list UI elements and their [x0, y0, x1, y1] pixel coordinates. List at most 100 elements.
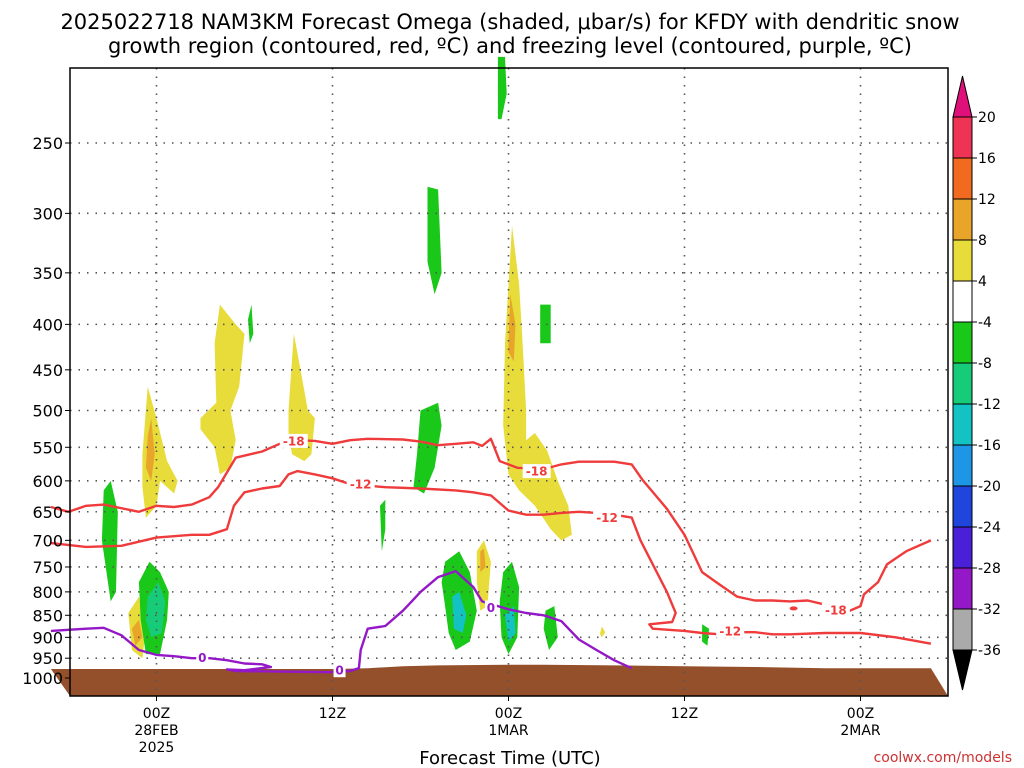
contour-lines [50, 437, 932, 674]
ground-terrain [50, 664, 948, 696]
colorbar: 20 16 12 8 4 -4 -8 -12 -16 -20 -24 -28 -32 -36 [952, 75, 1001, 691]
credit-link[interactable]: coolwx.com/models [874, 750, 1012, 766]
x-tick-date-40: 2MAR [840, 723, 881, 739]
colorbar-label-13: -36 [978, 643, 1001, 659]
x-tick-label-30: 12Z [671, 706, 698, 722]
colorbar-label-8: -16 [978, 438, 1001, 454]
colorbar-label-9: -20 [978, 479, 1001, 495]
colorbar-arrow-bottom [952, 649, 973, 691]
contour-label-2: -18 [526, 465, 548, 479]
x-axis-label: Forecast Time (UTC) [419, 748, 600, 768]
omega-region-19 [480, 548, 486, 573]
ground-layer [50, 664, 948, 696]
omega-region-15 [540, 304, 551, 344]
omega-region-8 [288, 333, 315, 462]
colorbar-bin-10 [952, 526, 973, 569]
colorbar-label-10: -24 [978, 520, 1001, 536]
x-tick-date-20: 1MAR [488, 723, 529, 739]
omega-region-9 [248, 304, 254, 344]
colorbar-label-5: -4 [978, 315, 992, 331]
omega-region-7 [200, 304, 245, 475]
omega-region-2 [131, 619, 143, 646]
colorbar-bin-12 [952, 608, 973, 651]
contour-label-bg-0 [279, 433, 308, 448]
colorbar-label-3: 8 [978, 233, 987, 249]
colorbar-bin-7 [952, 403, 973, 446]
colorbar-label-0: 20 [978, 110, 996, 126]
contour-label-bg-2 [522, 464, 551, 479]
contour-label-5: -18 [825, 603, 847, 617]
omega-region-14 [508, 294, 516, 362]
y-tick-label-600: 600 [32, 472, 63, 491]
x-tick-label-10: 12Z [319, 706, 346, 722]
colorbar-bin-3 [952, 239, 973, 282]
contour-label-bg-8 [484, 600, 497, 615]
y-tick-label-250: 250 [32, 134, 63, 153]
contour-label-bg-1 [346, 477, 375, 492]
y-tick-label-400: 400 [32, 315, 63, 334]
omega-region-6 [145, 418, 155, 481]
omega-region-11 [413, 402, 442, 494]
y-tick-label-950: 950 [32, 649, 63, 668]
contour-line-1 [50, 469, 932, 645]
colorbar-bin-8 [952, 444, 973, 487]
y-tick-label-750: 750 [32, 558, 63, 577]
contour-label-3: -12 [596, 511, 618, 525]
omega-region-25 [600, 626, 606, 638]
contour-label-4: -12 [719, 624, 741, 638]
contour-label-bg-7 [333, 663, 346, 678]
y-tick-label-800: 800 [32, 583, 63, 602]
x-tick-date-0: 28FEB [134, 723, 178, 739]
omega-region-4 [145, 582, 166, 638]
contour-line-2 [50, 569, 633, 674]
chart-title: 2025022718 NAM3KM Forecast Omega (shaded… [60, 10, 959, 58]
omega-region-17 [452, 591, 467, 633]
contour-line-0 [50, 437, 932, 612]
grid-lines [70, 68, 948, 696]
colorbar-label-12: -32 [978, 602, 1001, 618]
omega-region-13 [503, 226, 572, 541]
omega-region-23 [380, 499, 386, 552]
omega-region-24 [702, 624, 710, 646]
colorbar-bin-0 [952, 116, 973, 159]
y-tick-label-650: 650 [32, 503, 63, 522]
colorbar-arrow-top [952, 75, 973, 118]
colorbar-bin-2 [952, 198, 973, 241]
contour-label-0: -18 [283, 434, 305, 448]
y-axis-ticks: 250 300 350 400 450 500 550 600 650 700 750 800 850 9… [22, 134, 70, 688]
omega-region-22 [543, 606, 558, 650]
title-line-2: growth region (contoured, red, ºC) and f… [108, 34, 912, 58]
colorbar-label-7: -12 [978, 397, 1001, 413]
y-tick-label-300: 300 [32, 204, 63, 223]
colorbar-bin-11 [952, 567, 973, 610]
title-line-1: 2025022718 NAM3KM Forecast Omega (shaded… [60, 10, 959, 34]
contour-label-6: 0 [198, 651, 206, 665]
colorbar-bin-6 [952, 362, 973, 405]
y-tick-label-450: 450 [32, 361, 63, 380]
contour-label-bg-3 [593, 510, 622, 525]
colorbar-label-1: 16 [978, 151, 996, 167]
x-tick-year-0: 2025 [139, 740, 175, 756]
colorbar-bin-4 [952, 280, 973, 323]
omega-region-12 [497, 56, 507, 120]
x-tick-label-40: 00Z [847, 706, 874, 722]
colorbar-bin-9 [952, 485, 973, 528]
y-tick-label-850: 850 [32, 606, 63, 625]
colorbar-label-2: 12 [978, 192, 996, 208]
omega-shading [101, 56, 710, 659]
y-tick-label-350: 350 [32, 264, 63, 283]
contour-label-8: 0 [487, 601, 495, 615]
x-tick-label-0: 00Z [143, 706, 170, 722]
contour-label-7: 0 [335, 664, 343, 678]
colorbar-label-11: -28 [978, 561, 1001, 577]
contour-labels: -18 -12 -18 -12 -12 -18 0 0 0 [196, 433, 850, 678]
y-tick-label-700: 700 [32, 531, 63, 550]
contour-label-bg-4 [716, 623, 745, 638]
colorbar-label-4: 4 [978, 274, 987, 290]
x-tick-label-20: 00Z [495, 706, 522, 722]
y-tick-label-900: 900 [32, 628, 63, 647]
colorbar-bin-1 [952, 157, 973, 200]
contour-label-bg-6 [196, 650, 209, 665]
